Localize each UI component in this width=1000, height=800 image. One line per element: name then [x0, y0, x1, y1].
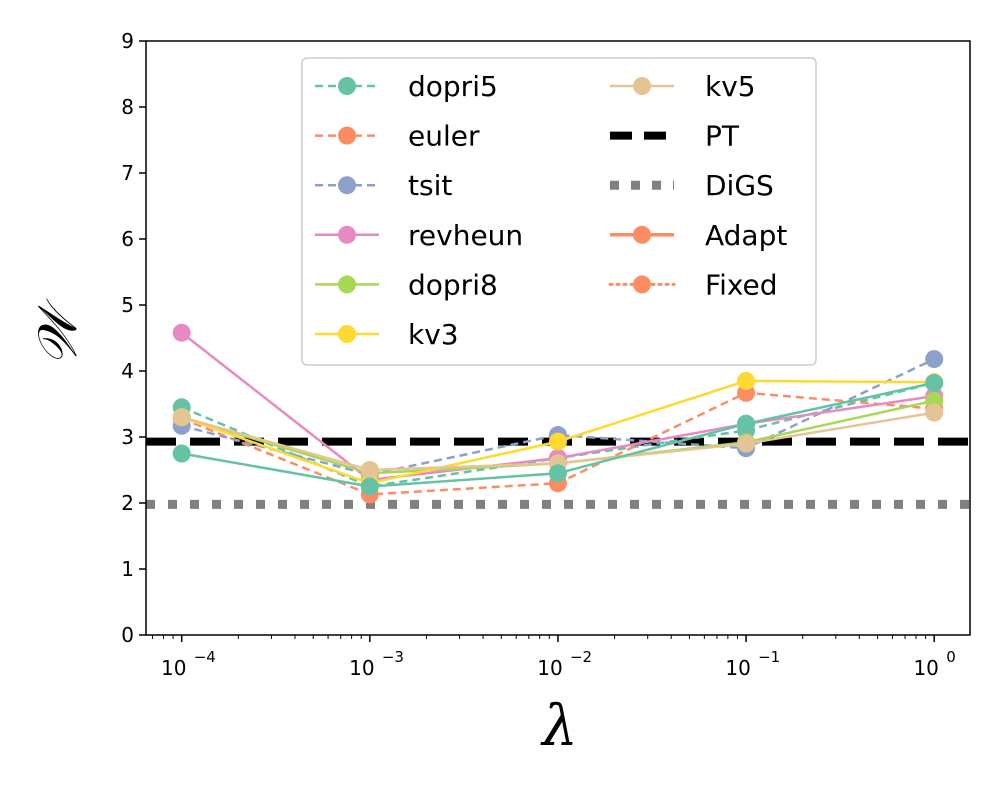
legend-label: dopri5 — [408, 70, 498, 103]
legend-marker — [338, 225, 356, 244]
x-tick-label: 10 — [725, 656, 750, 680]
data-point-dopri5-solid — [172, 444, 191, 463]
y-axis-title: 𝒲 — [26, 298, 89, 366]
x-tick-label-exponent: −1 — [758, 648, 780, 666]
legend-label: kv5 — [705, 70, 756, 103]
x-tick-label: 10 — [349, 656, 374, 680]
data-point-tsit — [925, 350, 944, 369]
x-tick-label-exponent: −2 — [570, 648, 592, 666]
series-line-tsit — [181, 357, 935, 476]
y-tick-label: 9 — [121, 29, 134, 53]
series-dopri5-solid — [172, 373, 944, 496]
legend-marker — [633, 225, 651, 244]
data-point-kv3 — [737, 371, 756, 390]
legend-marker — [338, 275, 356, 294]
series-kv5 — [172, 403, 944, 479]
legend-entry-digs: DiGS — [610, 169, 774, 202]
data-point-kv5 — [172, 408, 191, 427]
legend-label: euler — [408, 120, 480, 153]
legend-entry-pt: PT — [610, 120, 740, 153]
legend-label: DiGS — [705, 169, 774, 202]
legend-entry-revheun: revheun — [315, 219, 523, 252]
x-axis-title: λ — [540, 694, 578, 759]
series-layer — [172, 323, 944, 504]
data-point-revheun — [172, 323, 191, 342]
data-point-kv5 — [737, 434, 756, 453]
legend-entry-tsit: tsit — [315, 169, 452, 202]
data-point-kv5 — [925, 403, 944, 422]
legend-marker — [338, 126, 356, 145]
legend-label: kv3 — [408, 318, 459, 351]
legend-entry-dopri8: dopri8 — [315, 268, 498, 301]
y-tick-label: 7 — [121, 161, 134, 185]
legend-label: tsit — [408, 169, 452, 202]
legend-marker — [338, 325, 356, 343]
data-point-dopri5-solid — [548, 464, 567, 483]
data-point-dopri5-solid — [360, 477, 379, 496]
y-tick-label: 2 — [121, 491, 134, 515]
data-point-kv3 — [548, 432, 567, 451]
legend-marker — [633, 77, 651, 95]
data-point-kv5 — [360, 461, 379, 479]
legend-marker — [338, 176, 356, 195]
x-tick-label-exponent: −4 — [194, 648, 216, 666]
axis-ticks: 0 1 2 3 4 5 6 7 8 9 10 −4 10 −3 10 −2 10 −1 10 0 — [121, 29, 955, 680]
legend-label: revheun — [408, 219, 523, 252]
legend-label: PT — [705, 120, 740, 153]
y-tick-label: 1 — [121, 557, 134, 581]
legend-entry-adapt: Adapt — [610, 219, 787, 252]
x-tick-label: 10 — [913, 656, 938, 680]
y-tick-label: 5 — [121, 293, 134, 317]
legend-entry-kv3: kv3 — [315, 318, 459, 351]
x-tick-label-exponent: 0 — [946, 648, 956, 666]
legend-entry-kv5: kv5 — [610, 70, 756, 103]
y-tick-label: 6 — [121, 227, 134, 251]
y-tick-label: 4 — [121, 359, 134, 383]
y-tick-label: 0 — [121, 623, 134, 647]
legend-marker — [633, 275, 651, 294]
legend: dopri5 euler tsit revheun dopri8 kv3 kv5 PT DiGS… — [301, 57, 817, 366]
legend-label: Adapt — [705, 219, 787, 252]
legend-label: Fixed — [705, 268, 778, 301]
y-tick-label: 8 — [121, 95, 134, 119]
legend-marker — [338, 77, 356, 95]
x-tick-label-exponent: −3 — [382, 648, 404, 666]
data-point-dopri5-solid — [925, 373, 944, 392]
x-tick-label: 10 — [537, 656, 562, 680]
legend-entry-euler: euler — [315, 120, 480, 153]
legend-entry-fixed: Fixed — [608, 268, 778, 301]
x-tick-label: 10 — [161, 656, 186, 680]
y-tick-label: 3 — [121, 425, 134, 449]
data-point-dopri5-solid — [737, 414, 756, 433]
legend-box — [301, 57, 817, 366]
legend-label: dopri8 — [408, 268, 498, 301]
legend-entry-dopri5: dopri5 — [315, 70, 498, 103]
